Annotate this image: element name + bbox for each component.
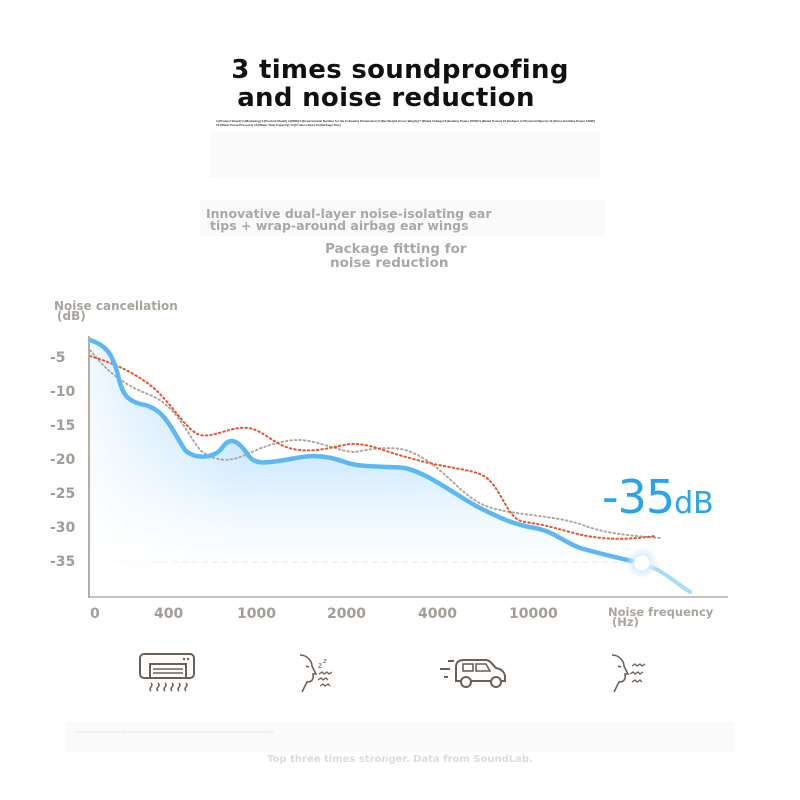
feature-package-fitting: Package fitting for noise reduction <box>325 242 467 270</box>
page-title: 3 times soundproofing and noise reductio… <box>0 56 800 112</box>
title-line-2: and noise reduction <box>237 83 535 113</box>
feature-package-line2: noise reduction <box>330 255 449 271</box>
y-tick: -35 <box>50 554 76 570</box>
highlight-value-label: -35dB <box>602 470 714 524</box>
x-tick: 0 <box>90 606 100 622</box>
primary-line <box>87 337 643 566</box>
competitor-gray-line <box>89 349 661 539</box>
feature-panel <box>200 200 605 236</box>
faded-panel <box>210 132 600 178</box>
x-tick: 400 <box>154 606 184 622</box>
svg-text:z: z <box>323 657 327 665</box>
y-tick: -30 <box>50 520 76 536</box>
x-axis-label-line1: Noise frequency <box>608 605 714 619</box>
y-axis-label-line1: Noise cancellation <box>54 299 178 313</box>
x-tick: 1000 <box>237 606 276 622</box>
y-tick: -20 <box>50 452 76 468</box>
x-tick: 4000 <box>418 606 457 622</box>
footer-fine-print: 1.[Product Information] 2.[Product Name]… <box>75 730 274 734</box>
svg-text:z: z <box>318 661 322 670</box>
y-tick: -25 <box>50 486 76 502</box>
highlight-value: -35 <box>602 470 675 524</box>
car-traffic-icon <box>440 659 506 688</box>
x-axis-label: Noise frequency (Hz) <box>608 605 714 629</box>
x-tick: 2000 <box>327 606 366 622</box>
feature-package-line1: Package fitting for <box>325 241 467 257</box>
snoring-icon: z z <box>299 654 333 693</box>
competitor-red-line <box>89 355 656 540</box>
y-tick: -10 <box>50 384 76 400</box>
y-axis-label-line2: (dB) <box>57 309 86 323</box>
x-axis-label-line2: (Hz) <box>612 615 639 629</box>
highlight-unit: dB <box>674 486 714 521</box>
x-tick: 10000 <box>509 606 558 622</box>
y-tick: -15 <box>50 418 76 434</box>
air-conditioner-icon <box>139 653 195 692</box>
talking-icon <box>611 654 646 693</box>
y-tick: -5 <box>50 350 66 366</box>
feature-ear-tips: Innovative dual-layer noise-isolating ea… <box>206 206 492 233</box>
footer-note: Top three times stronger. Data from Soun… <box>267 754 533 765</box>
footer-panel <box>65 722 735 752</box>
feature-ear-tips-line2: tips + wrap-around airbag ear wings <box>210 218 469 233</box>
feature-ear-tips-line1: Innovative dual-layer noise-isolating ea… <box>206 206 492 221</box>
highlight-marker <box>635 556 649 570</box>
y-axis-label: Noise cancellation (dB) <box>54 299 178 323</box>
title-line-1: 3 times soundproofing <box>231 55 569 85</box>
spec-fine-print: 1.[Product Brand] 2.[Marketing] 3.[Produ… <box>216 119 595 127</box>
